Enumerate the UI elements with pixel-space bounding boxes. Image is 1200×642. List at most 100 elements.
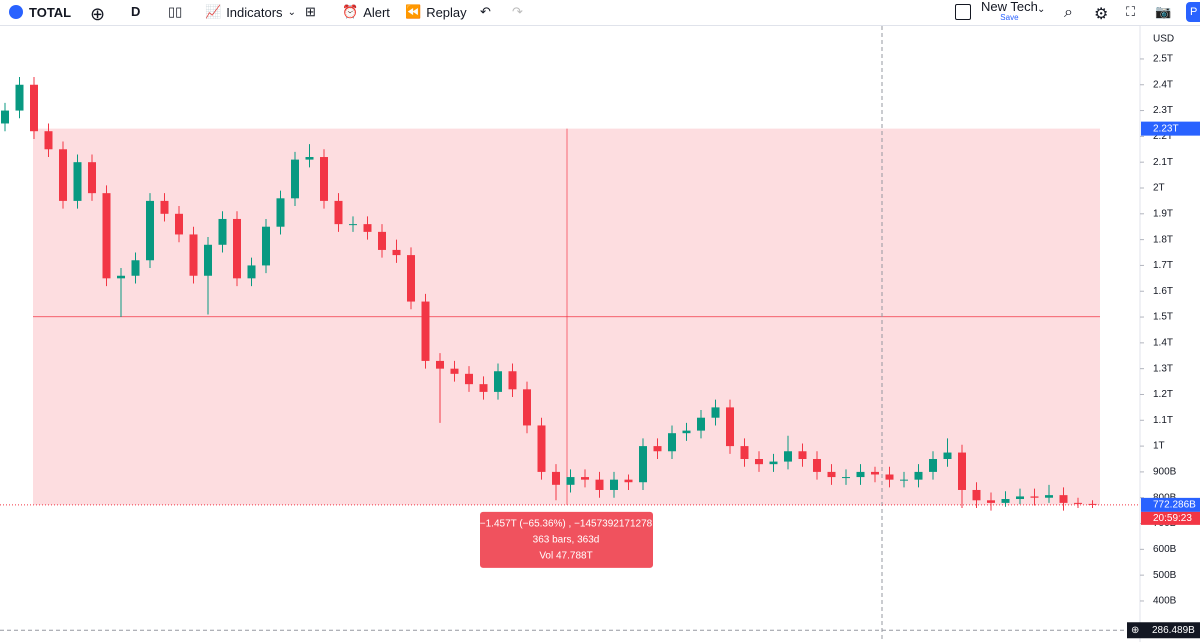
candle-body xyxy=(378,231,386,250)
candle-body xyxy=(30,84,38,132)
y-tick-label: 1.5T xyxy=(1153,312,1173,323)
crosshair-plus: ⊕ xyxy=(1131,625,1139,636)
candle-body xyxy=(624,479,633,483)
candle-body xyxy=(146,200,154,261)
candle-body xyxy=(914,471,923,480)
chart: USD 2.5T 2.4T 2.3T 2.2T 2.1T 2T 1.9T 1.8T 1.7T 1.6… xyxy=(0,26,1200,642)
templates[interactable]: ⊞ xyxy=(305,4,316,19)
candle-body xyxy=(1,110,9,124)
crosshair-text: 286.489B xyxy=(1152,625,1195,636)
candle-body xyxy=(421,301,430,361)
candle-body xyxy=(392,249,401,256)
candle-body xyxy=(320,157,328,201)
layout-icon[interactable] xyxy=(955,4,971,20)
layout[interactable]: New Tech Save xyxy=(981,0,1038,23)
candle-body xyxy=(189,234,198,276)
candle-body xyxy=(305,157,314,160)
save[interactable]: Save xyxy=(1000,13,1019,22)
candle-body xyxy=(726,407,734,447)
y-tick-label: 400B xyxy=(1153,596,1177,607)
candle-body xyxy=(160,200,169,214)
settings[interactable]: ⚙ xyxy=(1094,6,1109,23)
candle-body xyxy=(450,368,459,374)
candle-body xyxy=(349,224,357,226)
candle-body xyxy=(537,425,546,472)
candle-body xyxy=(1016,496,1024,500)
last-price-text: 772.286B xyxy=(1153,500,1196,511)
candle-body xyxy=(566,477,575,485)
layout-menu[interactable]: ⌄ xyxy=(1037,4,1046,15)
undo[interactable]: ↶ xyxy=(480,4,491,19)
replay[interactable]: ⏪ Replay xyxy=(405,4,467,20)
candle-body xyxy=(610,479,618,490)
candle-body xyxy=(102,193,111,279)
interval[interactable]: D xyxy=(131,4,141,19)
candle-body xyxy=(653,446,662,452)
candle-body xyxy=(943,452,952,460)
candle-body xyxy=(73,162,82,201)
candle-body xyxy=(1001,499,1010,503)
alert[interactable]: ⏰ Alert xyxy=(342,4,390,20)
candle-body xyxy=(233,218,241,279)
candle-body xyxy=(494,371,502,392)
candle-body xyxy=(247,265,256,279)
publish[interactable]: P xyxy=(1186,2,1200,22)
candle-body xyxy=(479,384,488,392)
candle-body xyxy=(88,162,96,194)
candle-body xyxy=(15,84,24,111)
y-tick-label: 500B xyxy=(1153,570,1177,581)
candle-body xyxy=(1088,503,1097,505)
add-symbol[interactable]: ⊕ xyxy=(90,4,106,24)
alert-text: Alert xyxy=(363,4,390,20)
candle-body xyxy=(291,159,299,199)
indicators-text: Indicators xyxy=(226,4,283,20)
candle-body xyxy=(363,224,372,232)
candle-body xyxy=(813,459,821,472)
candle-body xyxy=(740,446,749,460)
candle-body xyxy=(218,218,227,245)
indicators[interactable]: 📈 Indicators ⌄ xyxy=(205,4,296,20)
candle-body xyxy=(885,474,894,480)
candle-body xyxy=(131,260,140,276)
y-tick-label: 1T xyxy=(1153,441,1165,452)
candle-body xyxy=(407,255,415,302)
candle-body xyxy=(1045,495,1053,498)
fullscreen[interactable]: ⛶ xyxy=(1126,4,1136,19)
candle-body xyxy=(697,417,705,431)
candle-body xyxy=(711,407,720,418)
candle-body xyxy=(1059,495,1068,503)
candle-body xyxy=(769,461,778,465)
candle-body xyxy=(436,360,444,369)
candle-body xyxy=(276,198,285,227)
symbol[interactable]: TOTAL xyxy=(8,4,71,20)
candle-body xyxy=(117,275,125,279)
chart-type[interactable]: ▯▯ xyxy=(168,4,183,19)
measure-text: −1.457T (−65.36%) , −1457392171278 xyxy=(480,519,653,530)
snapshot[interactable]: 📷 xyxy=(1155,4,1172,19)
search[interactable]: ⌕ xyxy=(1064,4,1073,21)
y-tick-label: 2.2T xyxy=(1153,131,1173,142)
candle-body xyxy=(44,131,53,150)
candle-body xyxy=(755,459,763,465)
y-tick-label: 2.4T xyxy=(1153,79,1173,90)
top-badge-text: 2.23T xyxy=(1153,123,1179,134)
candle-body xyxy=(682,430,691,434)
candle-body xyxy=(465,373,473,385)
candle-body xyxy=(972,489,981,501)
candle-body xyxy=(958,452,966,490)
y-tick-label: 1.9T xyxy=(1153,208,1173,219)
redo[interactable]: ↷ xyxy=(512,4,523,19)
y-tick-label: 2.5T xyxy=(1153,54,1173,65)
measure-text: 363 bars, 363d xyxy=(533,535,600,546)
candle-body xyxy=(987,500,995,503)
candle-body xyxy=(639,446,647,483)
candle-body xyxy=(334,200,343,225)
y-tick-label: 2.1T xyxy=(1153,157,1173,168)
candle-body xyxy=(59,149,67,201)
candle-body xyxy=(552,471,560,485)
replay-text: Replay xyxy=(426,4,467,20)
layout-name: New Tech xyxy=(981,0,1038,14)
y-tick-label: 1.3T xyxy=(1153,363,1173,374)
candle-body xyxy=(929,459,937,472)
candle-body xyxy=(175,213,183,235)
